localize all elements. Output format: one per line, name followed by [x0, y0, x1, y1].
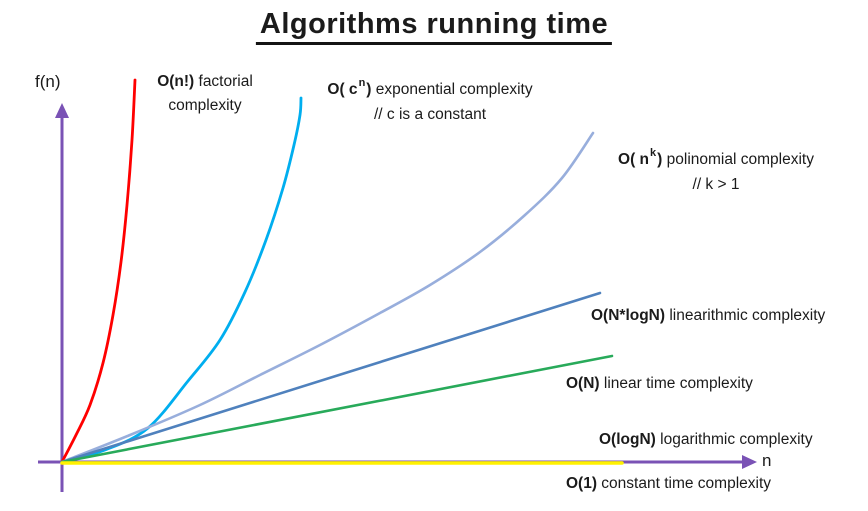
label-factorial-text: factorial [194, 73, 253, 90]
label-linearithmic-text: linearithmic complexity [665, 307, 826, 324]
label-polynomial-comment: // k > 1 [692, 176, 740, 193]
label-polynomial-superscript: k [650, 147, 657, 159]
label-exponential-comment: // c is a constant [374, 106, 486, 123]
label-polynomial: O( nk) polinomial complexity // k > 1 [596, 147, 836, 197]
label-factorial: O(n!) factorial complexity [140, 70, 270, 118]
label-logarithmic: O(logN) logarithmic complexity [599, 428, 813, 452]
label-linear: O(N) linear time complexity [566, 372, 753, 396]
label-exponential-text: exponential complexity [371, 81, 533, 98]
label-exponential: O( cn) exponential complexity // c is a … [310, 77, 550, 127]
curve-linear [60, 354, 614, 464]
curve-exponential [60, 96, 303, 464]
label-linearithmic-bigo: O(N*logN) [591, 307, 666, 324]
complexity-curves [60, 78, 624, 465]
label-constant: O(1) constant time complexity [566, 472, 771, 496]
x-axis-label: n [762, 451, 772, 470]
x-axis-arrowhead-icon [742, 455, 757, 469]
label-exponential-bigo-close: ) [366, 81, 372, 98]
curve-factorial [60, 78, 137, 464]
label-exponential-bigo: O( c [327, 81, 358, 98]
label-linearithmic: O(N*logN) linearithmic complexity [591, 304, 825, 328]
label-constant-text: constant time complexity [597, 475, 772, 492]
label-polynomial-bigo-close: ) [657, 151, 663, 168]
label-linear-bigo: O(N) [566, 375, 600, 392]
label-polynomial-text: polinomial complexity [662, 151, 814, 168]
label-logarithmic-text: logarithmic complexity [655, 431, 813, 448]
curve-polynomial [60, 131, 595, 464]
label-linear-text: linear time complexity [599, 375, 753, 392]
y-axis-label: f(n) [35, 72, 61, 91]
label-factorial-line2: complexity [168, 97, 242, 114]
label-exponential-superscript: n [358, 77, 366, 89]
label-factorial-bigo: O(n!) [157, 73, 195, 90]
label-logarithmic-bigo: O(logN) [599, 431, 656, 448]
y-axis-arrowhead-icon [55, 103, 69, 118]
label-polynomial-bigo: O( n [618, 151, 650, 168]
curve-linearithmic [60, 291, 602, 464]
label-constant-bigo: O(1) [566, 475, 597, 492]
page-title: Algorithms running time [255, 8, 613, 45]
